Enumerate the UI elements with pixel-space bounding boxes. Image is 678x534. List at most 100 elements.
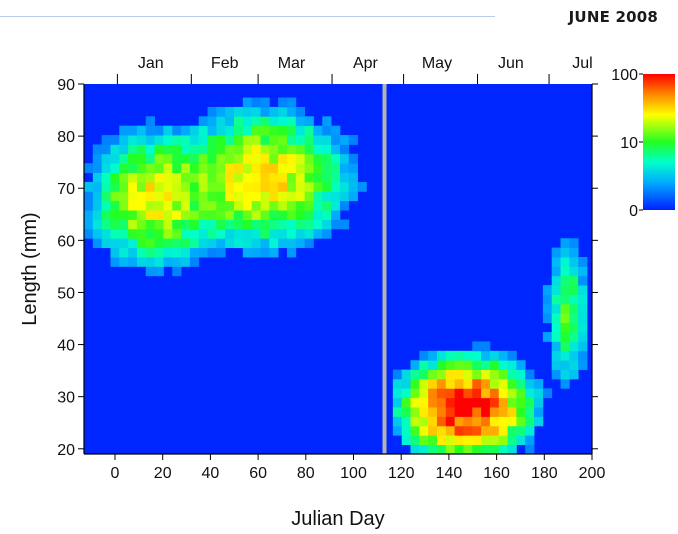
heatmap-cell bbox=[110, 191, 120, 202]
heatmap-cell bbox=[242, 106, 253, 117]
heatmap-cell bbox=[278, 200, 288, 211]
heatmap-cell bbox=[507, 360, 517, 370]
heatmap-cell bbox=[260, 144, 270, 155]
heatmap-cell bbox=[154, 191, 164, 202]
heatmap-cell bbox=[551, 257, 561, 267]
heatmap-cell bbox=[534, 416, 544, 427]
heatmap-cell bbox=[110, 238, 120, 249]
heatmap-cell bbox=[128, 163, 138, 173]
heatmap-cell bbox=[269, 238, 279, 249]
y-tick-label: 30 bbox=[57, 390, 75, 407]
heatmap-cell bbox=[198, 144, 208, 155]
heatmap-cell bbox=[234, 163, 244, 173]
heatmap-cell bbox=[569, 303, 579, 314]
heatmap-cell bbox=[163, 135, 173, 145]
heatmap-cell bbox=[101, 153, 111, 164]
heatmap-cell bbox=[128, 247, 138, 258]
heatmap-cell bbox=[234, 153, 244, 164]
heatmap-cell bbox=[207, 219, 217, 230]
heatmap-cell bbox=[207, 181, 217, 192]
month-label: Jan bbox=[138, 55, 164, 72]
x-tick-label: 20 bbox=[154, 465, 172, 482]
heatmap-cell bbox=[269, 172, 279, 183]
heatmap-cell bbox=[295, 144, 306, 155]
heatmap-cell bbox=[207, 125, 217, 136]
heatmap-cell bbox=[251, 163, 261, 173]
heatmap-cell bbox=[207, 172, 217, 183]
heatmap-cell bbox=[436, 350, 447, 361]
heatmap-cell bbox=[578, 322, 588, 333]
heatmap-cell bbox=[569, 275, 579, 286]
heatmap-cell bbox=[163, 257, 173, 267]
heatmap-cell bbox=[472, 388, 482, 399]
heatmap-cell bbox=[489, 444, 500, 455]
heatmap-cell bbox=[436, 388, 447, 399]
heatmap-cell bbox=[295, 135, 306, 145]
heatmap-cell bbox=[242, 163, 253, 173]
heatmap-cell bbox=[428, 416, 438, 427]
heatmap-cell bbox=[295, 238, 306, 249]
heatmap-cell bbox=[172, 191, 182, 202]
heatmap-cell bbox=[145, 153, 155, 164]
y-tick-label: 70 bbox=[57, 181, 75, 198]
heatmap-cell bbox=[154, 163, 164, 173]
heatmap-cell bbox=[101, 210, 111, 220]
heatmap-cell bbox=[198, 135, 208, 145]
heatmap-cell bbox=[295, 153, 306, 164]
heatmap-cell bbox=[507, 397, 517, 408]
heatmap-cell bbox=[84, 200, 94, 211]
heatmap-cell bbox=[181, 228, 191, 239]
heatmap-cell bbox=[234, 106, 244, 117]
heatmap-cell bbox=[189, 228, 200, 239]
heatmap-cell bbox=[348, 191, 358, 202]
heatmap-cell bbox=[295, 200, 306, 211]
heatmap-cell bbox=[225, 172, 235, 183]
heatmap-cell bbox=[154, 257, 164, 267]
heatmap-cell bbox=[304, 144, 314, 155]
heatmap-cell bbox=[322, 228, 332, 239]
heatmap-cell bbox=[260, 135, 270, 145]
heatmap-cell bbox=[216, 172, 226, 183]
heatmap-cell bbox=[234, 144, 244, 155]
heatmap-cell bbox=[189, 163, 200, 173]
heatmap-cell bbox=[119, 153, 129, 164]
heatmap-cell bbox=[331, 172, 341, 183]
heatmap-cell bbox=[286, 219, 297, 230]
heatmap-cell bbox=[560, 341, 570, 352]
heatmap-cell bbox=[498, 425, 508, 436]
heatmap-cell bbox=[92, 153, 103, 164]
heatmap-cell bbox=[260, 200, 270, 211]
heatmap-cell bbox=[269, 116, 279, 127]
issue-date: JUNE 2008 bbox=[568, 8, 658, 26]
heatmap-cell bbox=[225, 219, 235, 230]
x-tick-label: 160 bbox=[483, 465, 510, 482]
heatmap-cell bbox=[128, 144, 138, 155]
heatmap-cell bbox=[295, 163, 306, 173]
heatmap-cell bbox=[216, 181, 226, 192]
heatmap-cell bbox=[145, 257, 155, 267]
heatmap-cell bbox=[251, 210, 261, 220]
heatmap-cell bbox=[286, 106, 297, 117]
heatmap-cell bbox=[295, 181, 306, 192]
heatmap-cell bbox=[145, 116, 155, 127]
heatmap-cell bbox=[260, 238, 270, 249]
heatmap-cell bbox=[578, 294, 588, 305]
heatmap-cell bbox=[269, 200, 279, 211]
heatmap-cell bbox=[251, 219, 261, 230]
heatmap-cell bbox=[189, 200, 200, 211]
heatmap-cell bbox=[339, 200, 350, 211]
heatmap-cell bbox=[560, 257, 570, 267]
heatmap-cell bbox=[313, 125, 323, 136]
heatmap-cell bbox=[278, 219, 288, 230]
x-axis-label: Julian Day bbox=[291, 508, 384, 530]
heatmap-cell bbox=[463, 350, 473, 361]
heatmap-cell bbox=[401, 397, 411, 408]
x-tick-label: 80 bbox=[297, 465, 315, 482]
heatmap-cell bbox=[84, 191, 94, 202]
heatmap-cell bbox=[101, 181, 111, 192]
heatmap-cell bbox=[569, 341, 579, 352]
heatmap-cell bbox=[410, 388, 420, 399]
heatmap-cell bbox=[445, 388, 456, 399]
heatmap-cell bbox=[145, 181, 155, 192]
heatmap-cell bbox=[234, 191, 244, 202]
